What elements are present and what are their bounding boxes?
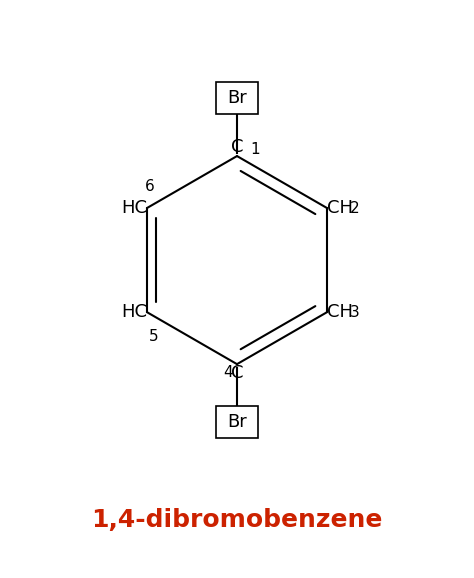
Text: CH: CH [327, 303, 353, 321]
Text: 1,4-dibromobenzene: 1,4-dibromobenzene [91, 508, 383, 532]
Text: CH: CH [327, 199, 353, 217]
Text: 3: 3 [350, 305, 360, 320]
Text: 2: 2 [350, 201, 359, 216]
Text: Br: Br [227, 413, 247, 431]
Text: C: C [231, 138, 243, 156]
Text: 6: 6 [145, 179, 154, 194]
Text: 4: 4 [224, 365, 233, 380]
Text: HC: HC [121, 199, 147, 217]
Text: HC: HC [121, 303, 147, 321]
Text: Br: Br [227, 89, 247, 108]
FancyBboxPatch shape [216, 82, 258, 114]
Text: 1: 1 [250, 142, 260, 157]
Text: 5: 5 [149, 329, 159, 344]
Text: C: C [231, 364, 243, 382]
FancyBboxPatch shape [216, 406, 258, 438]
